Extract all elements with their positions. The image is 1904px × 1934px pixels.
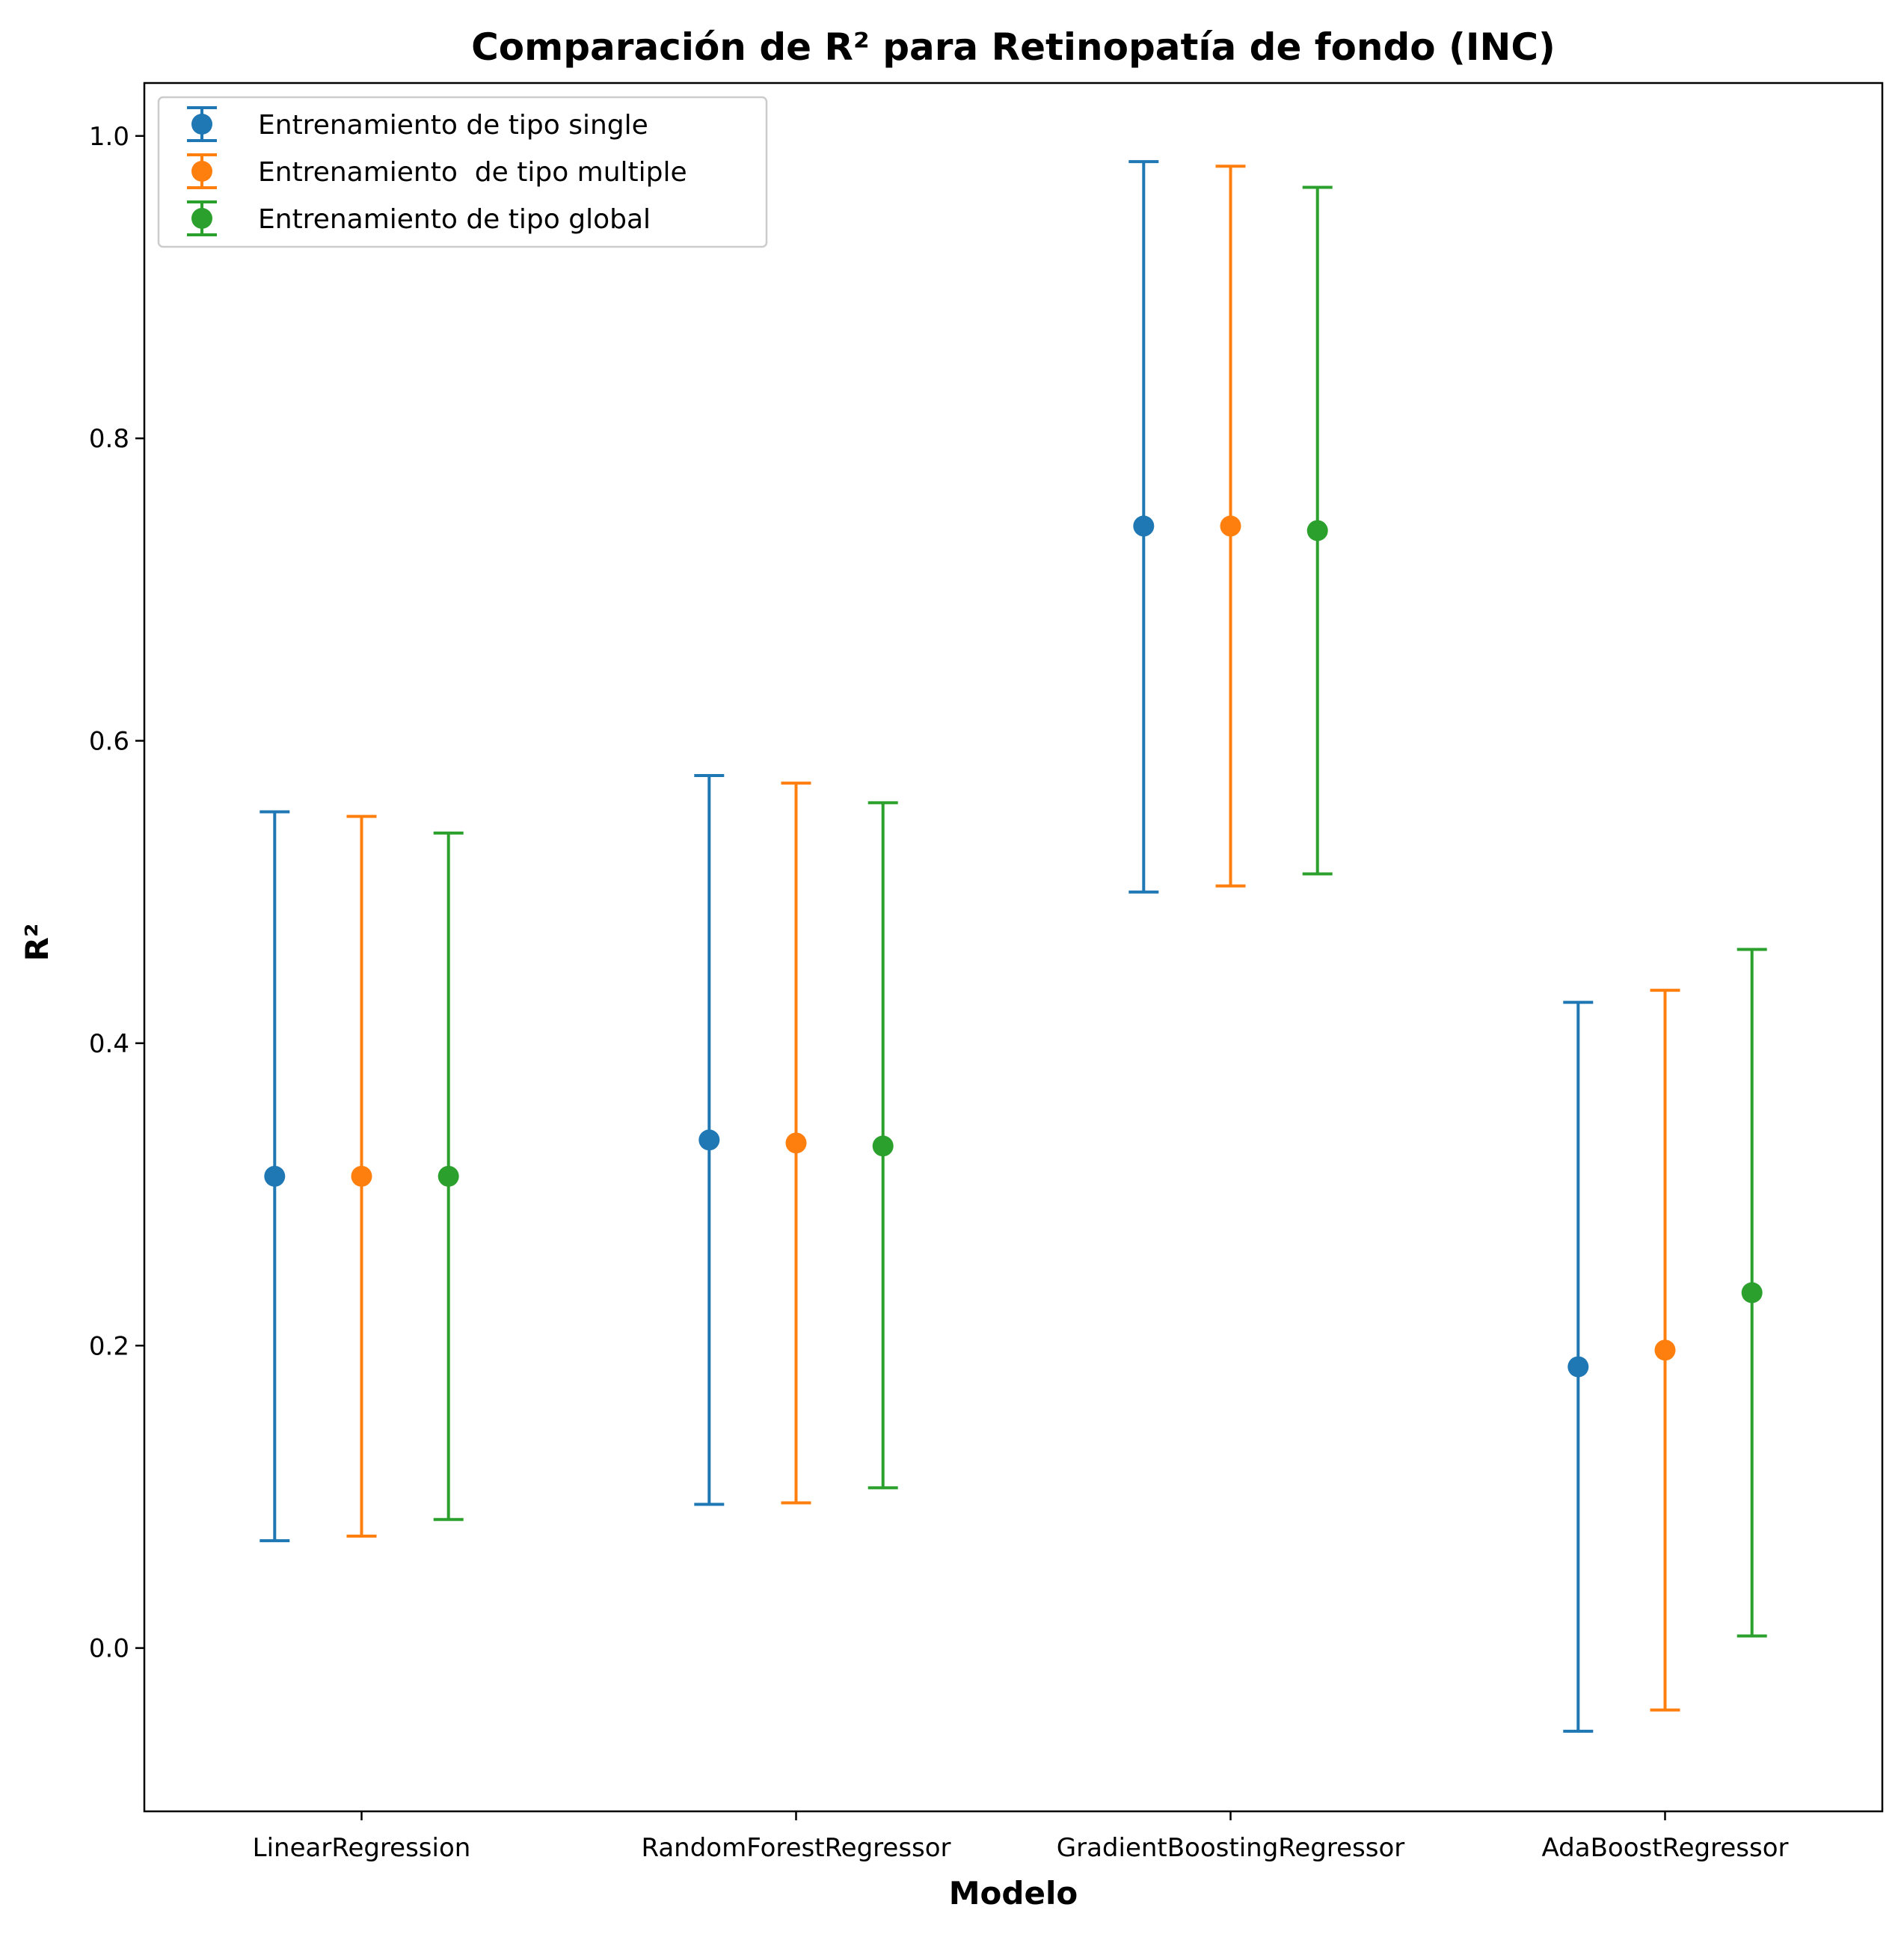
x-tick-label: RandomForestRegressor <box>641 1833 951 1863</box>
data-point <box>1741 1282 1763 1304</box>
legend-marker <box>191 161 212 182</box>
legend-marker <box>191 208 212 229</box>
data-point <box>1220 515 1241 537</box>
data-point <box>1654 1339 1676 1361</box>
chart-title: Comparación de R² para Retinopatía de fo… <box>471 25 1556 69</box>
y-tick-label: 0.0 <box>89 1634 129 1664</box>
data-point <box>698 1129 720 1151</box>
data-point <box>785 1132 807 1154</box>
data-point <box>264 1165 286 1187</box>
legend-marker <box>191 114 212 135</box>
legend-label: Entrenamiento de tipo global <box>258 204 651 235</box>
data-point <box>437 1165 459 1187</box>
x-tick-label: AdaBoostRegressor <box>1541 1833 1788 1863</box>
y-tick-label: 0.6 <box>89 727 129 757</box>
legend-label: Entrenamiento de tipo multiple <box>258 157 687 188</box>
legend: Entrenamiento de tipo single Entrenamient… <box>157 96 768 248</box>
data-point <box>872 1135 894 1157</box>
y-axis-label: R² <box>19 924 55 962</box>
x-tick-label: GradientBoostingRegressor <box>1057 1833 1405 1863</box>
y-tick-label: 0.4 <box>89 1029 129 1059</box>
data-point <box>1133 515 1155 537</box>
data-point <box>351 1165 372 1187</box>
data-point <box>1306 520 1328 541</box>
x-axis-label: Modelo <box>949 1875 1078 1912</box>
plot-area: 0.0 0.2 0.4 0.6 0.8 1.0 LinearRegression Random… <box>89 122 1789 1863</box>
y-tick-label: 1.0 <box>89 122 129 152</box>
data-point <box>1567 1356 1589 1378</box>
y-tick-label: 0.2 <box>89 1331 129 1361</box>
y-tick-label: 0.8 <box>89 424 129 454</box>
plot-frame <box>143 82 1884 1813</box>
x-tick-label: LinearRegression <box>253 1833 471 1863</box>
legend-label: Entrenamiento de tipo single <box>258 110 648 141</box>
legend-box <box>157 96 768 248</box>
